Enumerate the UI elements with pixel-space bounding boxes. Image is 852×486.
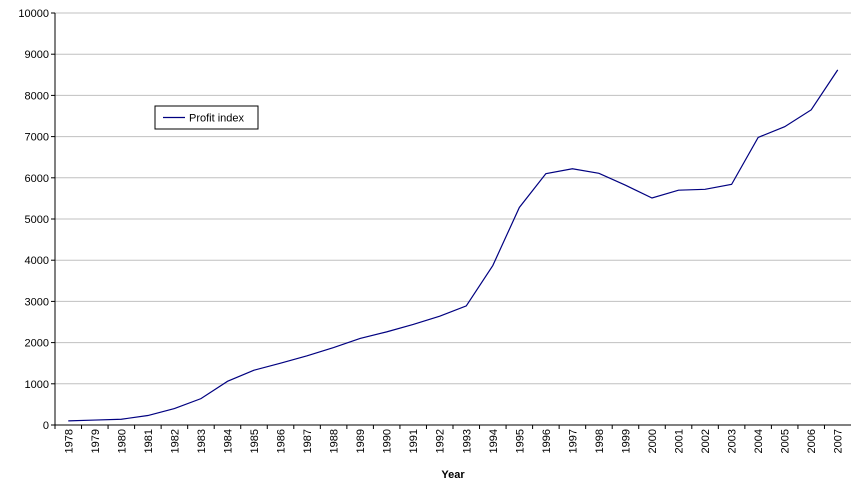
data-line xyxy=(68,69,839,422)
x-tick-label: 1989 xyxy=(355,429,367,453)
x-tick-label: 1978 xyxy=(63,429,75,453)
x-tick-label: 2000 xyxy=(647,429,659,453)
x-tick-label: 1993 xyxy=(461,429,473,453)
x-tick-label: 1985 xyxy=(249,429,261,453)
x-tick-label: 1979 xyxy=(90,429,102,453)
x-tick-label: 2005 xyxy=(780,429,792,453)
x-tick-label: 1984 xyxy=(222,429,234,453)
y-tick-label: 7000 xyxy=(25,132,49,144)
x-tick-label: 1990 xyxy=(382,429,394,453)
y-tick-label: 0 xyxy=(43,420,49,432)
x-tick-label: 1980 xyxy=(116,429,128,453)
x-tick-label: 1995 xyxy=(514,429,526,453)
y-tick-label: 4000 xyxy=(25,255,49,267)
x-tick-label: 1992 xyxy=(435,429,447,453)
x-tick-label: 1991 xyxy=(408,429,420,453)
y-tick-label: 2000 xyxy=(25,338,49,350)
x-tick-label: 1987 xyxy=(302,429,314,453)
legend-box xyxy=(154,105,259,130)
x-tick-label: 1997 xyxy=(567,429,579,453)
x-tick-label: 1981 xyxy=(143,429,155,453)
x-tick-label: 1988 xyxy=(329,429,341,453)
x-tick-label: 2001 xyxy=(674,429,686,453)
x-tick-label: 1983 xyxy=(196,429,208,453)
y-tick-label: 8000 xyxy=(25,90,49,102)
x-tick-label: 2002 xyxy=(700,429,712,453)
y-tick-label: 10000 xyxy=(18,8,49,20)
x-tick-label: 1996 xyxy=(541,429,553,453)
x-tick-label: 1986 xyxy=(276,429,288,453)
legend-label: Profit index xyxy=(189,113,245,125)
y-tick-label: 3000 xyxy=(25,296,49,308)
x-axis-title: Year xyxy=(441,469,465,481)
y-tick-label: 6000 xyxy=(25,173,49,185)
y-tick-label: 9000 xyxy=(25,49,49,61)
x-tick-label: 1982 xyxy=(169,429,181,453)
y-tick-label: 1000 xyxy=(25,379,49,391)
x-tick-label: 1999 xyxy=(620,429,632,453)
x-tick-label: 2004 xyxy=(753,429,765,453)
y-tick-label: 5000 xyxy=(25,214,49,226)
x-tick-label: 2006 xyxy=(806,429,818,453)
x-tick-label: 1998 xyxy=(594,429,606,453)
x-tick-label: 2003 xyxy=(727,429,739,453)
x-tick-label: 2007 xyxy=(833,429,845,453)
x-tick-label: 1994 xyxy=(488,429,500,453)
